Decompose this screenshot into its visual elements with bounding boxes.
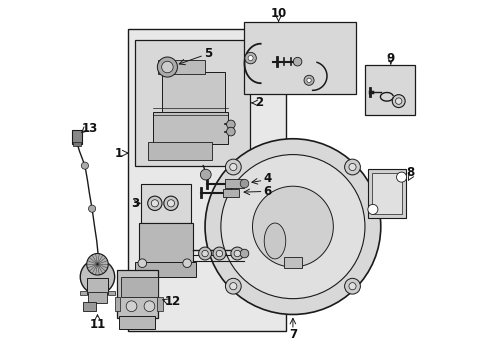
Circle shape: [225, 278, 241, 294]
Ellipse shape: [264, 223, 285, 259]
Circle shape: [293, 57, 301, 66]
Circle shape: [151, 200, 158, 207]
FancyBboxPatch shape: [147, 142, 212, 160]
Circle shape: [88, 205, 96, 212]
Circle shape: [225, 159, 241, 175]
Circle shape: [229, 283, 236, 290]
Circle shape: [126, 301, 137, 312]
Circle shape: [212, 247, 225, 260]
Text: 10: 10: [270, 7, 286, 20]
Circle shape: [138, 259, 146, 267]
Circle shape: [229, 163, 236, 171]
Circle shape: [162, 61, 173, 73]
Text: 8: 8: [405, 166, 413, 179]
Circle shape: [183, 259, 191, 267]
Circle shape: [240, 179, 248, 188]
FancyBboxPatch shape: [157, 297, 163, 311]
Circle shape: [396, 172, 406, 182]
FancyBboxPatch shape: [364, 65, 414, 116]
FancyBboxPatch shape: [371, 173, 402, 214]
FancyBboxPatch shape: [108, 291, 115, 296]
Text: 9: 9: [386, 51, 394, 64]
FancyBboxPatch shape: [128, 30, 285, 330]
Circle shape: [395, 98, 401, 104]
Circle shape: [86, 253, 108, 275]
FancyBboxPatch shape: [119, 316, 155, 329]
Circle shape: [204, 139, 380, 315]
Circle shape: [391, 95, 405, 108]
Text: 11: 11: [89, 318, 105, 331]
FancyBboxPatch shape: [121, 277, 158, 297]
FancyBboxPatch shape: [367, 169, 405, 218]
FancyBboxPatch shape: [284, 257, 301, 268]
FancyBboxPatch shape: [72, 130, 82, 144]
Circle shape: [144, 301, 155, 312]
FancyBboxPatch shape: [73, 142, 81, 146]
Circle shape: [306, 78, 310, 82]
FancyBboxPatch shape: [88, 292, 107, 303]
Circle shape: [348, 283, 355, 290]
Circle shape: [230, 247, 244, 260]
Circle shape: [304, 75, 313, 85]
FancyBboxPatch shape: [140, 184, 190, 223]
FancyBboxPatch shape: [86, 278, 108, 294]
Text: 13: 13: [81, 122, 98, 135]
FancyBboxPatch shape: [83, 302, 96, 311]
Circle shape: [240, 249, 248, 258]
Circle shape: [348, 163, 355, 171]
FancyBboxPatch shape: [80, 291, 86, 296]
Circle shape: [198, 247, 211, 260]
Text: 12: 12: [164, 296, 181, 309]
Circle shape: [157, 57, 177, 77]
Text: 1: 1: [115, 147, 123, 159]
Text: 4: 4: [263, 172, 271, 185]
Circle shape: [147, 196, 162, 211]
Circle shape: [200, 169, 211, 180]
Circle shape: [226, 120, 235, 129]
FancyBboxPatch shape: [223, 189, 239, 197]
FancyBboxPatch shape: [135, 40, 249, 166]
Circle shape: [163, 196, 178, 211]
FancyBboxPatch shape: [139, 223, 192, 268]
Circle shape: [80, 260, 115, 294]
FancyBboxPatch shape: [162, 72, 224, 119]
Text: 7: 7: [288, 328, 296, 341]
Circle shape: [221, 154, 364, 299]
Circle shape: [252, 186, 333, 267]
Text: 3: 3: [131, 197, 139, 210]
FancyBboxPatch shape: [135, 262, 196, 277]
Circle shape: [367, 204, 377, 215]
Circle shape: [244, 52, 256, 64]
FancyBboxPatch shape: [153, 112, 228, 144]
Circle shape: [247, 55, 253, 60]
Text: 2: 2: [254, 96, 263, 109]
Circle shape: [216, 250, 222, 257]
Circle shape: [344, 278, 360, 294]
Circle shape: [202, 250, 208, 257]
FancyBboxPatch shape: [117, 270, 158, 318]
Circle shape: [226, 127, 235, 136]
Circle shape: [167, 200, 174, 207]
FancyBboxPatch shape: [115, 297, 120, 311]
FancyBboxPatch shape: [158, 60, 204, 74]
FancyBboxPatch shape: [224, 179, 244, 188]
Circle shape: [234, 250, 240, 257]
Circle shape: [344, 159, 360, 175]
FancyBboxPatch shape: [244, 22, 355, 94]
Text: 6: 6: [263, 185, 271, 198]
Circle shape: [81, 162, 88, 169]
Text: 5: 5: [204, 47, 212, 60]
